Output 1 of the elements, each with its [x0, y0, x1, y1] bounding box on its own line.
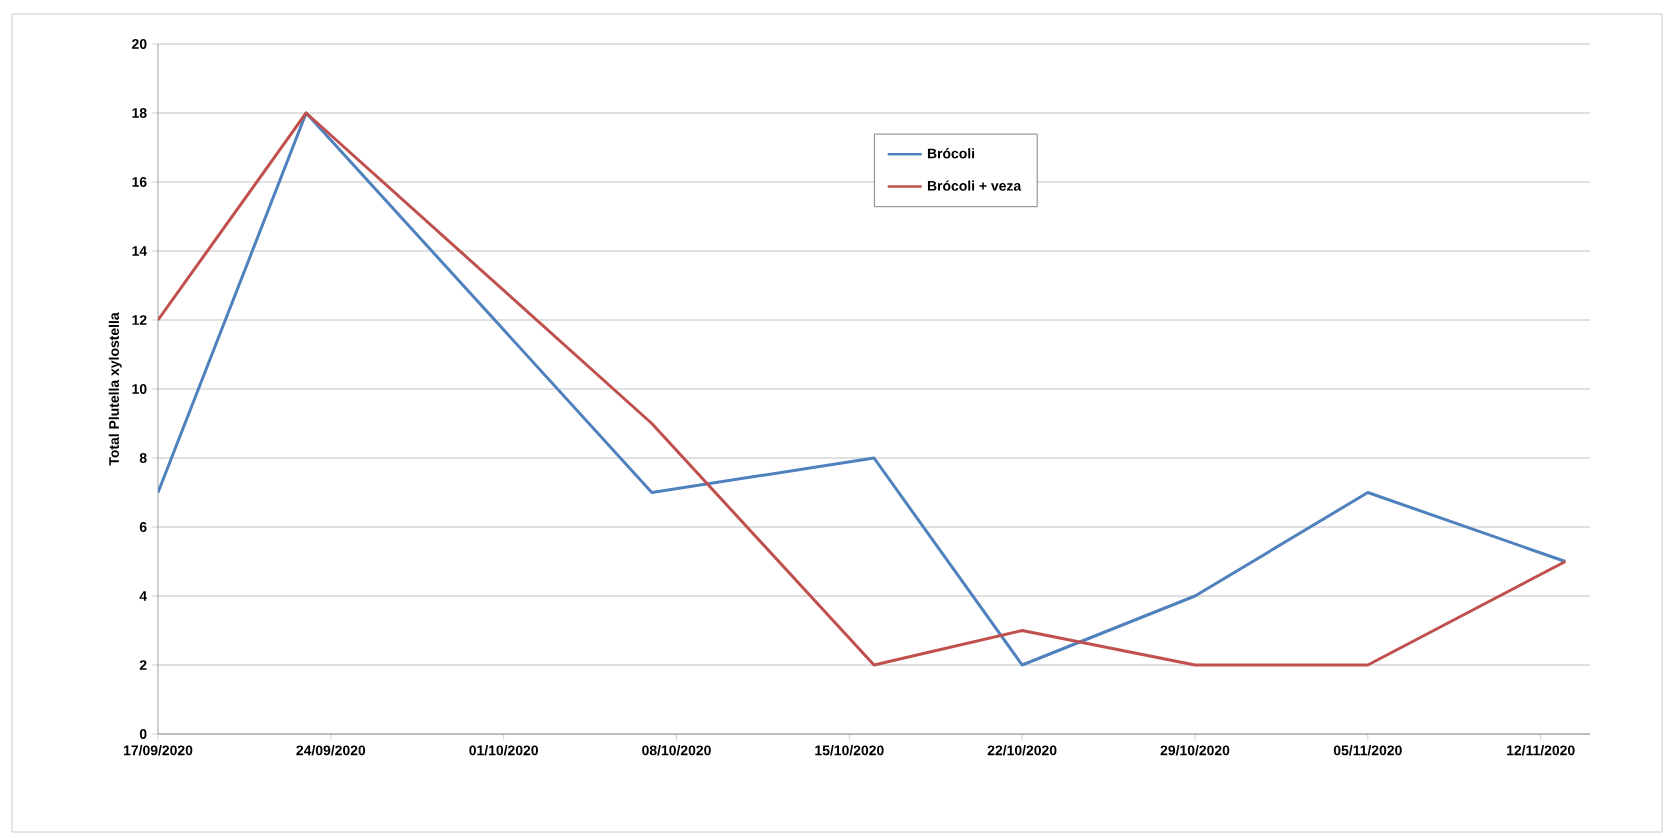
line-series [158, 111, 1567, 667]
